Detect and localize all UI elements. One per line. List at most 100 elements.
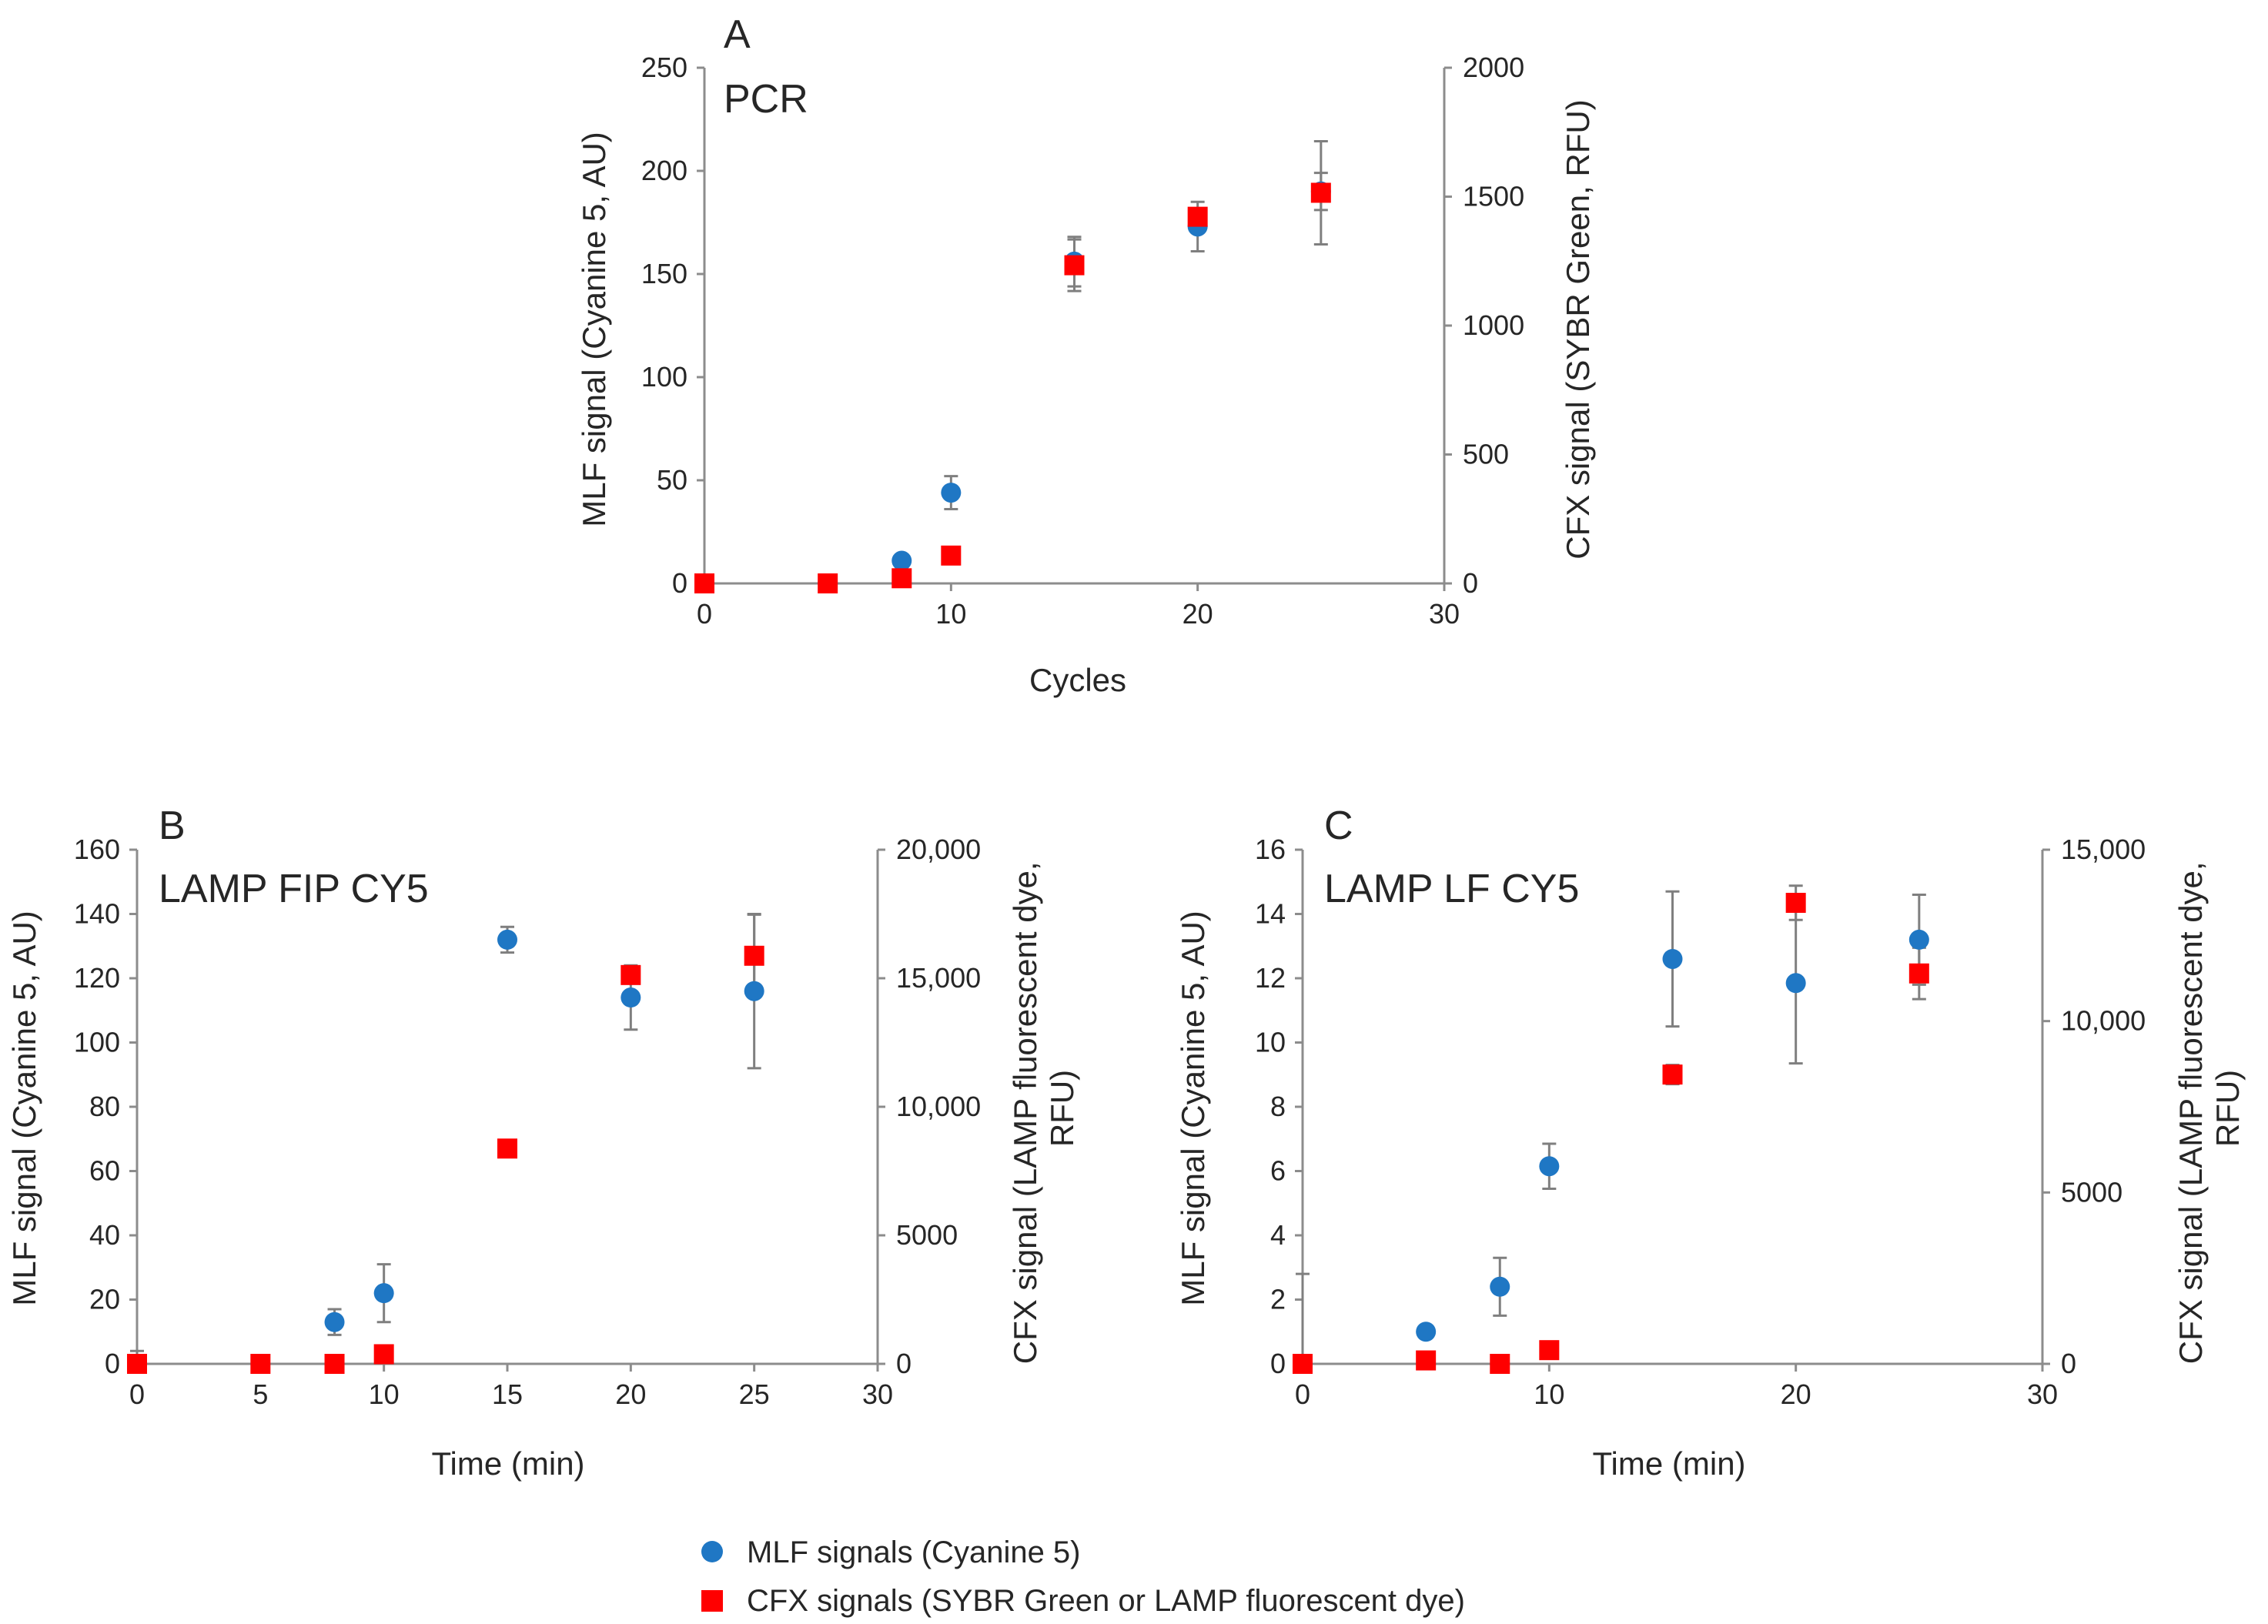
x-tick-label: 30 — [1429, 598, 1460, 630]
data-point-mlf — [1539, 1156, 1560, 1177]
y-tick-label-right: 5000 — [896, 1219, 958, 1251]
x-tick-label: 20 — [1781, 1378, 1811, 1410]
data-point-cfx — [1785, 893, 1806, 914]
y-tick-label-left: 0 — [1270, 1348, 1286, 1379]
legend-label-mlf: MLF signals (Cyanine 5) — [747, 1535, 1081, 1569]
y-tick-label-right: 20,000 — [896, 834, 981, 865]
y-tick-label-right: 5000 — [2061, 1176, 2122, 1208]
y-tick-label-left: 8 — [1270, 1091, 1286, 1122]
y-tick-label-left: 40 — [89, 1219, 120, 1251]
data-point-mlf — [621, 987, 641, 1008]
y-tick-label-left: 6 — [1270, 1155, 1286, 1187]
y-tick-label-left: 0 — [105, 1348, 120, 1379]
data-point-mlf — [373, 1283, 394, 1304]
y-tick-label-right: 10,000 — [2061, 1005, 2146, 1037]
legend-label-cfx: CFX signals (SYBR Green or LAMP fluoresc… — [747, 1584, 1465, 1618]
y-axis-title-left: MLF signal (Cyanine 5, AU) — [576, 132, 612, 527]
data-point-mlf — [1490, 1276, 1510, 1297]
y-tick-label-right: 15,000 — [896, 962, 981, 994]
y-tick-label-left: 160 — [74, 834, 120, 865]
x-tick-label: 20 — [615, 1378, 646, 1410]
y-tick-label-left: 20 — [89, 1284, 120, 1315]
x-tick-label: 30 — [862, 1378, 893, 1410]
data-point-cfx — [1064, 255, 1085, 276]
y-tick-label-left: 4 — [1270, 1219, 1286, 1251]
data-point-mlf — [941, 483, 962, 503]
panel-letter: A — [724, 12, 751, 57]
x-axis-title: Time (min) — [1592, 1445, 1745, 1482]
data-point-cfx — [324, 1354, 345, 1374]
data-point-cfx — [1539, 1340, 1560, 1361]
y-tick-label-right: 15,000 — [2061, 834, 2146, 865]
data-point-cfx — [818, 573, 838, 593]
y-tick-label-right: 0 — [1463, 567, 1478, 599]
legend-marker-circle-icon — [701, 1541, 723, 1562]
x-tick-label: 25 — [739, 1378, 770, 1410]
y-tick-label-left: 14 — [1255, 898, 1286, 930]
y-tick-label-left: 2 — [1270, 1284, 1286, 1315]
data-point-mlf — [1662, 948, 1683, 969]
y-axis-title-left: MLF signal (Cyanine 5, AU) — [6, 911, 42, 1306]
x-tick-label: 0 — [1295, 1378, 1310, 1410]
x-tick-label: 10 — [1534, 1378, 1564, 1410]
data-point-cfx — [1187, 206, 1208, 227]
y-tick-label-left: 12 — [1255, 962, 1286, 994]
data-point-cfx — [497, 1138, 517, 1159]
y-tick-label-left: 60 — [89, 1155, 120, 1187]
y-tick-label-right: 10,000 — [896, 1091, 981, 1122]
data-point-cfx — [1490, 1354, 1510, 1374]
x-tick-label: 0 — [697, 598, 712, 630]
panel-c: C LAMP LF CY5 Time (min) MLF signal (Cya… — [1175, 804, 2246, 1482]
data-point-mlf — [324, 1312, 345, 1332]
y-axis-title-left: MLF signal (Cyanine 5, AU) — [1175, 911, 1211, 1306]
y-tick-label-left: 250 — [641, 52, 687, 83]
y-tick-label-right: 1000 — [1463, 309, 1524, 341]
panel-letter: C — [1324, 804, 1353, 848]
data-point-mlf — [1785, 973, 1806, 994]
y-tick-label-right: 1500 — [1463, 181, 1524, 212]
x-tick-label: 10 — [369, 1378, 400, 1410]
data-point-mlf — [1908, 929, 1929, 950]
panel-letter: B — [159, 804, 186, 848]
panel-title: PCR — [724, 77, 808, 122]
data-point-cfx — [694, 573, 714, 593]
panel-b: B LAMP FIP CY5 Time (min) MLF signal (Cy… — [6, 804, 1080, 1482]
data-point-cfx — [1908, 963, 1929, 984]
y-axis-title-right: CFX signal (LAMP fluorescent dye, RFU) — [2173, 853, 2246, 1365]
data-point-mlf — [744, 981, 764, 1001]
data-point-cfx — [744, 945, 764, 966]
data-point-cfx — [373, 1344, 394, 1365]
x-tick-label: 20 — [1183, 598, 1213, 630]
y-tick-label-left: 150 — [641, 258, 687, 289]
data-point-mlf — [891, 550, 912, 571]
y-tick-label-left: 140 — [74, 898, 120, 930]
panel-title: LAMP LF CY5 — [1324, 867, 1579, 911]
y-tick-label-left: 200 — [641, 155, 687, 186]
y-tick-label-right: 500 — [1463, 439, 1509, 470]
data-point-cfx — [127, 1354, 147, 1374]
data-point-cfx — [1416, 1350, 1437, 1371]
y-tick-label-left: 50 — [657, 464, 687, 496]
data-point-cfx — [941, 545, 962, 566]
y-axis-title-right: CFX signal (SYBR Green, RFU) — [1560, 99, 1596, 559]
y-tick-label-left: 10 — [1255, 1027, 1286, 1058]
data-point-cfx — [1293, 1354, 1313, 1374]
y-tick-label-right: 0 — [896, 1348, 912, 1379]
y-tick-label-right: 0 — [2061, 1348, 2076, 1379]
y-axis-title-right: CFX signal (LAMP fluorescent dye, RFU) — [1007, 853, 1080, 1365]
data-point-mlf — [1416, 1322, 1437, 1342]
legend-marker-square-icon — [701, 1590, 723, 1612]
x-axis-title: Cycles — [1029, 662, 1126, 698]
x-tick-label: 30 — [2027, 1378, 2058, 1410]
y-tick-label-left: 100 — [74, 1027, 120, 1058]
data-point-cfx — [250, 1354, 271, 1374]
y-tick-label-right: 2000 — [1463, 52, 1524, 83]
y-tick-label-left: 16 — [1255, 834, 1286, 865]
x-tick-label: 10 — [935, 598, 966, 630]
y-tick-label-left: 100 — [641, 361, 687, 393]
legend: MLF signals (Cyanine 5) CFX signals (SYB… — [701, 1535, 1465, 1618]
x-tick-label: 0 — [129, 1378, 145, 1410]
data-point-cfx — [1310, 182, 1331, 203]
x-tick-label: 15 — [492, 1378, 523, 1410]
